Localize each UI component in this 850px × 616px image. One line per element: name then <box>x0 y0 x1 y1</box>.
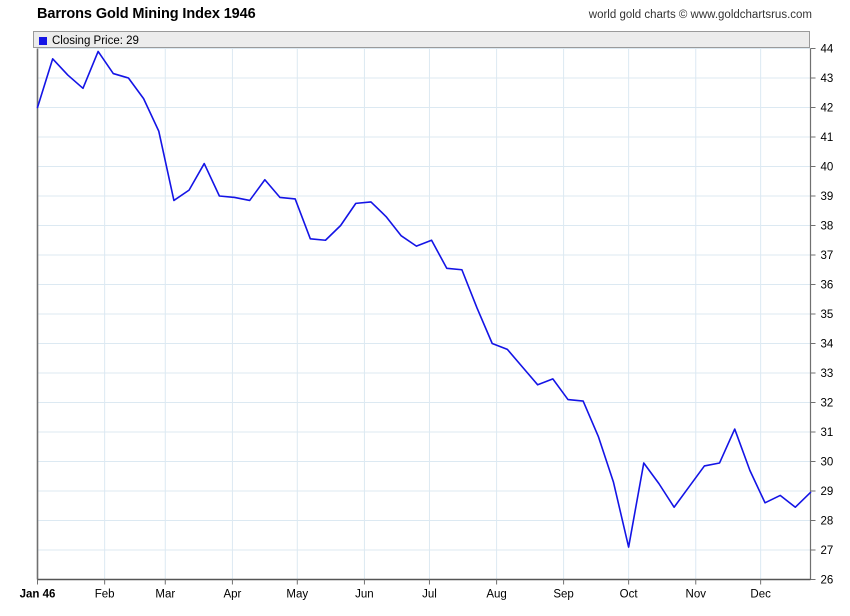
x-axis-tick-label: Aug <box>486 589 506 601</box>
x-axis-tick-label: Dec <box>750 589 771 601</box>
y-axis-tick-label: 26 <box>821 575 834 587</box>
y-axis-tick-label: 44 <box>821 44 834 56</box>
x-axis-ticks <box>37 579 762 585</box>
y-axis-tick-label: 41 <box>821 132 834 144</box>
x-axis-tick-label: Jul <box>422 589 437 601</box>
attribution-text: world gold charts © www.goldchartsrus.co… <box>588 9 812 21</box>
y-axis-tick-label: 36 <box>821 280 834 292</box>
legend-swatch-icon <box>39 36 47 45</box>
x-axis-tick-labels: Jan 46 Feb Mar Apr May Jun Jul Aug Sep Oct Nov Dec <box>20 589 772 601</box>
x-axis-tick-label: Feb <box>95 589 115 601</box>
y-axis-tick-label: 29 <box>821 486 834 498</box>
y-axis-tick-label: 31 <box>821 427 834 439</box>
x-axis-tick-label: Sep <box>553 589 573 601</box>
y-axis-tick-label: 38 <box>821 221 834 233</box>
legend-bar: Closing Price: 29 <box>33 31 810 48</box>
y-axis-tick-label: 43 <box>821 73 834 85</box>
y-axis-tick-label: 32 <box>821 398 834 410</box>
page-title: Barrons Gold Mining Index 1946 <box>37 6 256 22</box>
y-axis-tick-label: 40 <box>821 162 834 174</box>
y-axis-tick-label: 30 <box>821 457 834 469</box>
x-axis-tick-label: May <box>286 589 308 601</box>
series-line-closing-price <box>36 50 812 548</box>
legend-item-closing-price[interactable]: Closing Price: 29 <box>39 33 139 48</box>
y-axis-tick-label: 39 <box>821 191 834 203</box>
legend-item-label: Closing Price: 29 <box>52 34 139 47</box>
x-axis-tick-label: Mar <box>155 589 175 601</box>
chart-header: Barrons Gold Mining Index 1946 world gol… <box>0 0 850 30</box>
y-axis-tick-label: 37 <box>821 250 834 262</box>
data-series-lines <box>36 50 812 548</box>
y-axis-tick-label: 42 <box>821 103 834 115</box>
y-axis-tick-label: 33 <box>821 368 834 380</box>
grid-lines <box>37 48 811 580</box>
x-axis-tick-label: Apr <box>223 589 241 601</box>
x-axis-tick-label: Oct <box>620 589 639 601</box>
y-axis-ticks <box>810 48 816 580</box>
x-axis-tick-label: Jun <box>355 589 374 601</box>
y-axis-tick-label: 34 <box>821 339 834 351</box>
y-axis-tick-label: 28 <box>821 516 834 528</box>
y-axis-tick-labels: 26 27 28 29 30 31 32 33 34 35 36 37 38 39 40 41 42 43 44 <box>821 44 834 587</box>
y-axis-tick-label: 27 <box>821 545 834 557</box>
x-axis-tick-label: Jan 46 <box>20 589 56 601</box>
y-axis-tick-label: 35 <box>821 309 834 321</box>
x-axis-tick-label: Nov <box>686 589 707 601</box>
